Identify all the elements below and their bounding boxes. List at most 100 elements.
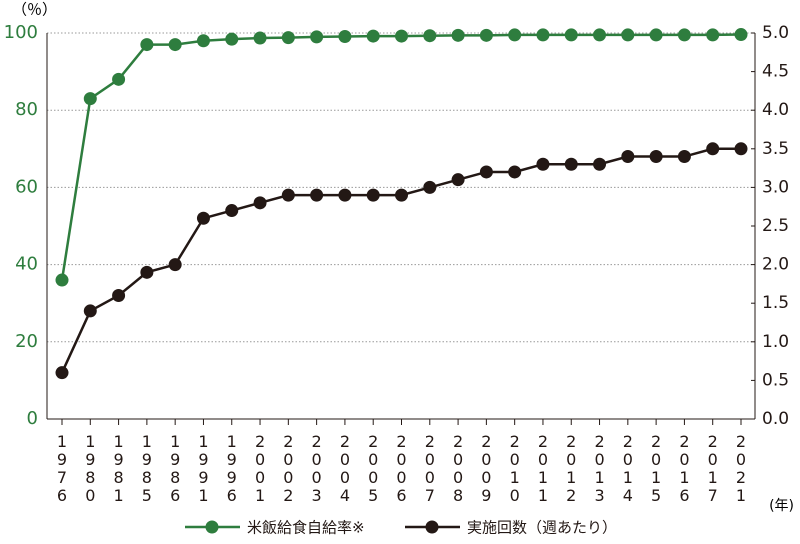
data-point [55,273,69,287]
data-point [338,188,352,202]
y2-tick-label: 2.0 [762,255,789,275]
data-point [479,28,493,42]
x-tick-label: 1980 [81,432,100,504]
legend-marker [205,520,219,534]
data-point [451,173,465,187]
data-point [649,28,663,42]
data-point [508,28,522,42]
data-point [564,157,578,171]
y2-tick-label: 0.5 [762,370,789,390]
data-point [593,157,607,171]
x-tick-label: 2014 [618,432,637,504]
legend-marker [425,520,439,534]
data-point [83,92,97,106]
data-point [423,180,437,194]
data-point [281,31,295,45]
y-tick-label: 60 [15,176,38,197]
x-tick-label: 2008 [449,432,468,504]
data-point [536,28,550,42]
legend-label: 実施回数（週あたり） [467,519,617,537]
y2-tick-label: 5.0 [762,23,789,43]
x-tick-label: 2004 [335,432,354,504]
data-point [55,366,69,380]
data-point [225,204,239,218]
data-point [564,28,578,42]
x-tick-label: 2003 [307,432,326,504]
x-tick-label: 1991 [194,432,213,504]
data-point [677,28,691,42]
data-point [451,28,465,42]
x-tick-label: 2005 [364,432,383,504]
data-point [310,188,324,202]
y-axis-label: （％） [12,1,57,19]
data-point [253,196,267,210]
y-tick-label: 80 [15,99,38,120]
x-tick-label: 2006 [392,432,411,504]
y2-tick-label: 2.5 [762,216,789,236]
y2-tick-label: 0.0 [762,409,789,429]
data-point [366,188,380,202]
x-tick-label: 1976 [53,432,72,504]
x-tick-label: 2007 [420,432,439,504]
data-point [395,29,408,43]
y2-tick-label: 4.0 [762,100,789,120]
x-tick-label: 2016 [675,432,694,504]
data-point [677,150,691,164]
x-tick-label: 1981 [109,432,128,504]
legend-label: 米飯給食自給率※ [247,519,365,537]
x-tick-label: 2001 [251,432,270,504]
x-axis-label: (年) [769,498,794,514]
x-tick-label: 2010 [505,432,524,504]
y-tick-label: 100 [4,22,38,43]
x-tick-label: 1985 [137,432,156,504]
data-point [395,188,408,202]
x-tick-label: 1996 [222,432,241,504]
series-line [60,147,741,374]
data-point [479,165,493,179]
x-tick-label: 2012 [562,432,581,504]
y2-tick-label: 1.0 [762,332,789,352]
y2-tick-label: 4.5 [762,62,789,82]
data-point [338,29,352,43]
data-point [253,31,267,45]
data-point [536,157,550,171]
x-tick-label: 2002 [279,432,298,504]
data-point [168,258,182,272]
data-point [281,188,295,202]
x-tick-label: 1986 [166,432,185,504]
data-point [706,28,720,42]
x-tick-label: 2009 [477,432,496,504]
data-point [621,28,635,42]
data-point [508,165,522,179]
y2-tick-label: 1.5 [762,293,789,313]
data-point [366,29,380,43]
data-point [140,265,154,279]
data-point [112,72,126,86]
x-tick-label: 2021 [732,432,751,504]
x-tick-label: 2011 [533,432,552,504]
data-point [196,34,210,48]
y2-tick-label: 3.5 [762,139,789,159]
x-tick-label: 2013 [590,432,609,504]
y2-tick-label: 3.0 [762,177,789,197]
data-point [225,32,239,46]
y-tick-label: 40 [15,254,38,275]
data-point [168,38,182,52]
y-tick-label: 0 [27,408,38,429]
data-point [706,142,720,156]
data-point [140,38,154,52]
x-tick-label: 2015 [647,432,666,504]
x-tick-label: 2017 [703,432,722,504]
data-point [593,28,607,42]
data-point [734,142,748,156]
data-point [196,211,210,225]
data-point [112,288,126,302]
data-point [734,28,748,42]
data-point [621,150,635,164]
data-point [649,150,663,164]
data-point [83,304,97,318]
data-point [310,30,324,44]
y-tick-label: 20 [15,331,38,352]
data-point [423,29,437,43]
